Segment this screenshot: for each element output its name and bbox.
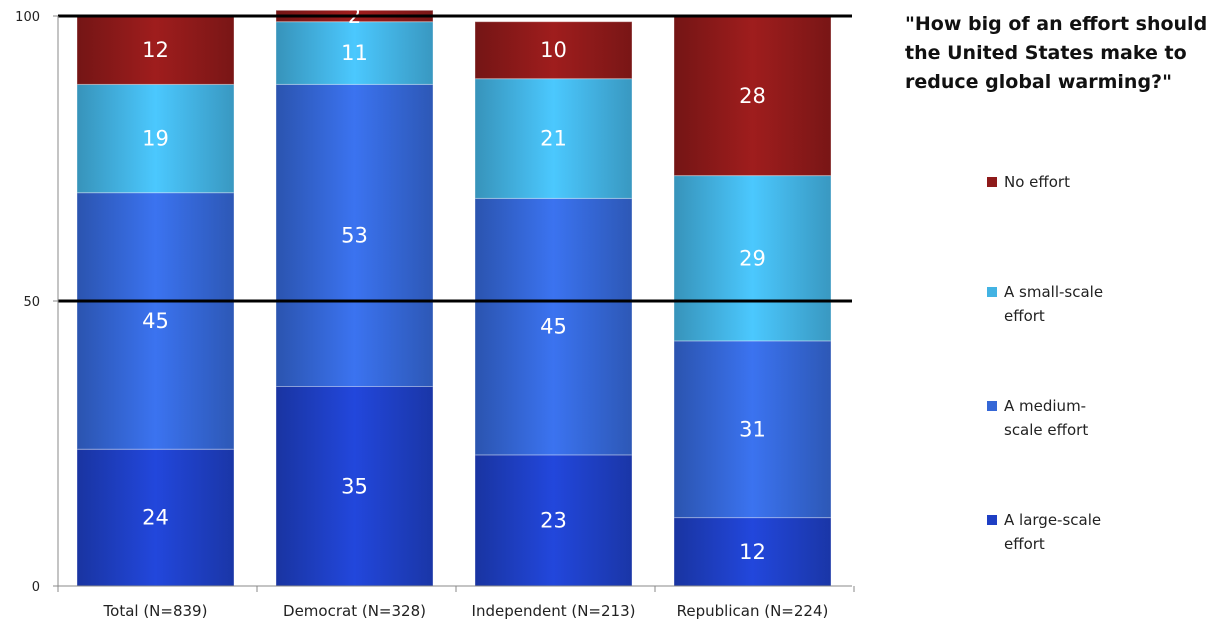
data-label-republican-a-large-scale-effort: 12 — [739, 540, 766, 564]
legend-label-a-large-scale-effort-line-2: effort — [1004, 535, 1045, 553]
data-label-independent-no-effort: 10 — [540, 38, 567, 62]
legend-label-a-medium-scale-effort-line-2: scale effort — [1004, 421, 1088, 439]
data-label-republican-no-effort: 28 — [739, 84, 766, 108]
legend: No effort A small-scale effort A medium-sca… — [987, 173, 1103, 553]
chart-title: "How big of an effort should the United S… — [905, 13, 1207, 93]
category-label-total: Total (N=839) — [103, 602, 208, 620]
legend-label-a-large-scale-effort-line-1: A large-scale — [1004, 511, 1101, 529]
bar-total-a-large-scale-effort — [76, 448, 235, 587]
legend-swatch-no-effort — [987, 177, 997, 187]
data-label-total-no-effort: 12 — [142, 38, 169, 62]
data-label-democrat-a-large-scale-effort: 35 — [341, 474, 368, 498]
data-label-independent-a-large-scale-effort: 23 — [540, 508, 567, 532]
category-label-republican: Republican (N=224) — [677, 602, 829, 620]
data-label-democrat-a-medium-scale-effort: 53 — [341, 223, 368, 247]
data-label-independent-a-small-scale-effort: 21 — [540, 127, 567, 151]
chart-title-line-3: reduce global warming?" — [905, 71, 1172, 93]
bar-republican-a-medium-scale-effort — [673, 340, 832, 519]
bar-independent-a-medium-scale-effort — [474, 197, 633, 456]
category-label-democrat: Democrat (N=328) — [283, 602, 426, 620]
y-tick-label-0: 0 — [32, 580, 40, 595]
bar-independent-a-small-scale-effort — [474, 78, 633, 199]
data-label-total-a-medium-scale-effort: 45 — [142, 309, 169, 333]
category-label-independent: Independent (N=213) — [472, 602, 636, 620]
legend-label-a-small-scale-effort-line-2: effort — [1004, 307, 1045, 325]
grid-layer — [58, 14, 852, 303]
bar-independent-no-effort — [474, 21, 633, 80]
data-label-democrat-a-small-scale-effort: 11 — [341, 41, 368, 65]
legend-swatch-a-medium-scale-effort — [987, 401, 997, 411]
y-tick-label-100: 100 — [15, 10, 40, 25]
bar-democrat-a-small-scale-effort — [275, 21, 434, 85]
legend-swatch-a-small-scale-effort — [987, 287, 997, 297]
chart-title-line-2: the United States make to — [905, 42, 1187, 64]
legend-label-a-small-scale-effort-line-1: A small-scale — [1004, 283, 1103, 301]
data-label-republican-a-small-scale-effort: 29 — [739, 246, 766, 270]
chart-title-line-1: "How big of an effort should — [905, 13, 1207, 35]
bar-republican-a-small-scale-effort — [673, 175, 832, 342]
legend-label-a-medium-scale-effort-line-1: A medium- — [1004, 397, 1086, 415]
y-tick-label-50: 50 — [23, 295, 40, 310]
data-label-independent-a-medium-scale-effort: 45 — [540, 315, 567, 339]
axis-layer: 0 50 100 — [15, 10, 855, 595]
data-label-total-a-small-scale-effort: 19 — [142, 127, 169, 151]
bar-republican-a-large-scale-effort — [673, 517, 832, 587]
bar-democrat-a-large-scale-effort — [275, 386, 434, 587]
bar-republican-no-effort — [673, 15, 832, 177]
legend-label-no-effort-line-1: No effort — [1004, 173, 1070, 191]
data-label-republican-a-medium-scale-effort: 31 — [739, 417, 766, 441]
bar-democrat-a-medium-scale-effort — [275, 83, 434, 388]
legend-swatch-a-large-scale-effort — [987, 515, 997, 525]
bar-total-a-medium-scale-effort — [76, 192, 235, 450]
bar-total-no-effort — [76, 15, 235, 85]
data-label-total-a-large-scale-effort: 24 — [142, 506, 169, 530]
